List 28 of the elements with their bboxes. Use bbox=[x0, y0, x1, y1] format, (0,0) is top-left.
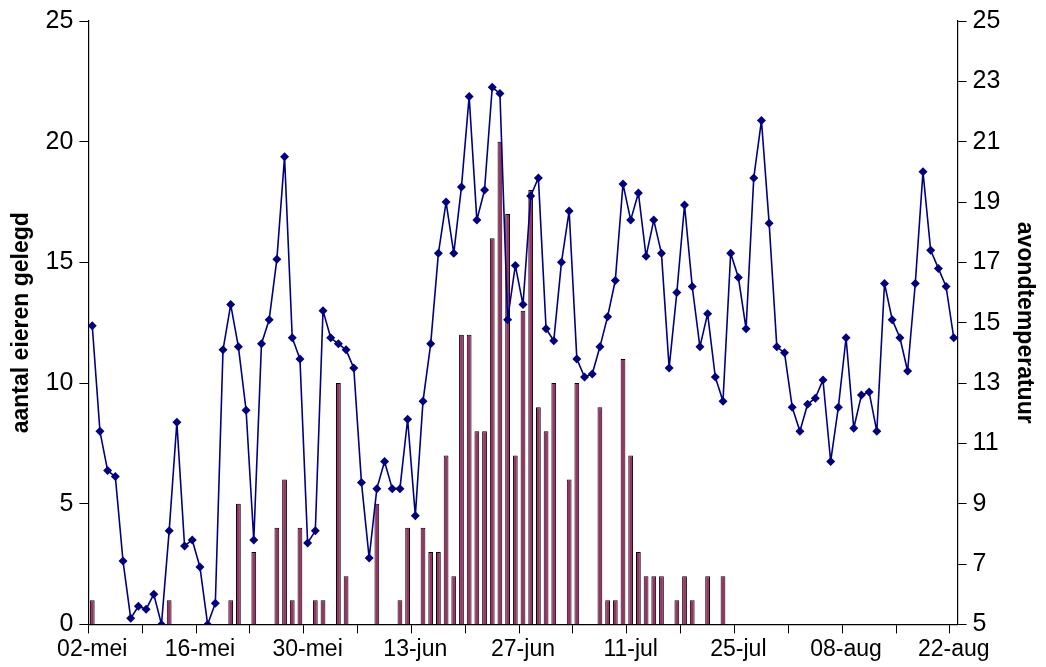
y2-tick-label: 19 bbox=[972, 185, 1001, 214]
y-tick-label: 10 bbox=[45, 366, 74, 395]
y2-tick-label: 17 bbox=[972, 246, 1001, 275]
x-tick-label: 13-jun bbox=[383, 634, 448, 661]
y2-tick-label: 11 bbox=[972, 427, 999, 456]
y-axis-title: aantal eieren gelegd bbox=[7, 212, 34, 434]
y2-tick-label: 25 bbox=[972, 4, 1001, 33]
y2-tick-label: 9 bbox=[972, 487, 987, 516]
y-tick-label: 20 bbox=[45, 125, 74, 154]
y2-tick-label: 13 bbox=[972, 366, 1001, 395]
y-tick-label: 15 bbox=[45, 246, 74, 275]
x-tick-label: 25-jul bbox=[710, 634, 767, 661]
y-tick-label: 25 bbox=[45, 4, 74, 33]
y2-axis-title: avondtemperatuur bbox=[1012, 221, 1039, 424]
x-tick-label: 08-aug bbox=[810, 634, 882, 661]
x-tick-label: 30-mei bbox=[272, 634, 343, 661]
y2-tick-label: 5 bbox=[972, 608, 987, 637]
y-tick-label: 0 bbox=[59, 608, 74, 637]
x-tick-label: 02-mei bbox=[57, 634, 128, 661]
y2-tick-label: 7 bbox=[972, 547, 987, 576]
x-tick-label: 22-aug bbox=[917, 634, 990, 661]
x-tick-label: 11-jul bbox=[603, 634, 658, 661]
y-tick-label: 5 bbox=[59, 487, 74, 516]
x-tick-label: 27-jun bbox=[491, 634, 555, 661]
y2-tick-label: 23 bbox=[972, 65, 1001, 94]
y2-tick-label: 15 bbox=[972, 306, 1001, 335]
x-tick-label: 16-mei bbox=[164, 634, 236, 661]
y2-tick-label: 21 bbox=[972, 125, 1001, 154]
